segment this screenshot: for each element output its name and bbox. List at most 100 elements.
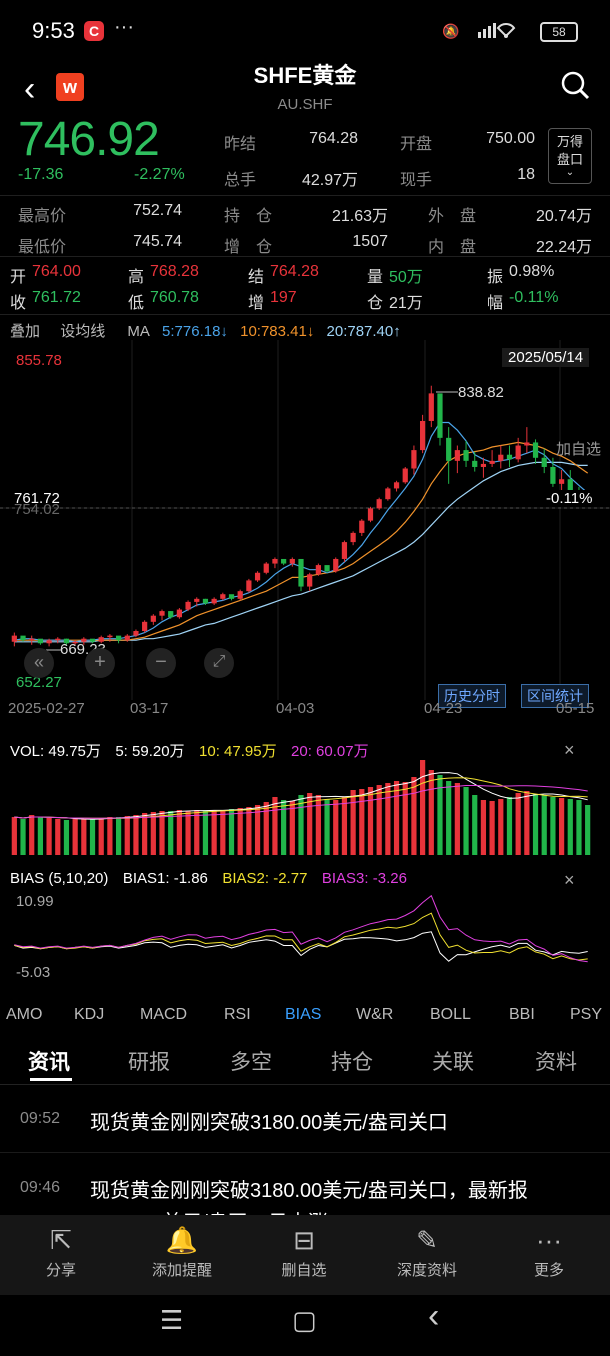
bias1-value: BIAS1: -1.86 [122,870,208,887]
candle-body [437,393,443,438]
ma-toolbar: 叠加 设均线 MA 5:776.18↓ 10:783.41↓ 20:787.40… [10,320,401,341]
ohlc-label: 增 [248,295,265,312]
candle-body [115,635,122,641]
volume-bar [558,798,565,855]
candle-body [411,450,417,469]
volume-bar [506,797,513,855]
bell-button[interactable]: 🔔 添加提醒 [132,1225,232,1280]
news-tab[interactable]: 关联 [432,1051,474,1074]
indicator-tab[interactable]: AMO [6,1006,43,1023]
candle-body [506,454,513,460]
news-tab[interactable]: 研报 [128,1051,170,1074]
menu-icon[interactable]: ☰ [160,1305,184,1335]
volume-bar [472,795,478,855]
volume-bar [159,811,165,855]
candle-body [124,635,130,641]
volume-bar [142,813,148,855]
x-label: 04-03 [276,700,315,717]
indicator-tab[interactable]: PSY [570,1006,603,1023]
volume-bar [324,799,330,855]
price-change: -17.36 [18,166,64,183]
news-headline[interactable]: 现货黄金刚刚突破3180.00美元/盎司关口 [90,1112,448,1134]
volume-bar [98,818,104,855]
volume-bar [341,797,348,855]
volume-bar [567,799,573,855]
candle-body [532,442,539,458]
back-button[interactable]: ‹ [24,70,36,108]
news-tab[interactable]: 资料 [535,1051,577,1074]
news-tab[interactable]: 资讯 [28,1051,70,1074]
overlay-button[interactable]: 叠加 [10,323,41,340]
ma20-value: 20:787.40↑ [326,323,401,340]
news-tab[interactable]: 持仓 [331,1051,373,1074]
ohlc-value: 764.28 [270,263,319,280]
add-watch-button[interactable]: 加自选 [556,441,602,458]
indicator-tab[interactable]: RSI [224,1006,251,1023]
system-nav-bar: ☰ ▢ ‹ [0,1295,610,1356]
candle-body [254,572,261,581]
indicator-tab[interactable]: KDJ [74,1006,105,1023]
more-button[interactable]: ··· 更多 [499,1225,599,1280]
stat-label: 内 盘 [428,239,477,256]
x-label: 04-23 [424,700,463,717]
interval-stats-button[interactable]: 区间统计 [521,684,589,708]
zoom-out-history-icon[interactable]: « [24,648,54,678]
indicator-tab[interactable]: BIAS [285,1006,322,1023]
stat-value: 20.74万 [535,208,592,225]
bias-line [14,931,588,962]
candle-body [37,638,44,644]
candle-body [341,542,348,559]
close-icon[interactable]: × [564,740,575,760]
candle-body [185,601,191,610]
volume-bar [72,819,78,855]
candle-body [515,445,521,460]
deep-data-button[interactable]: ✎ 深度资料 [377,1225,477,1280]
remove-watch-button[interactable]: ⊟ 删自选 [254,1225,354,1280]
indicator-tab[interactable]: BOLL [430,1006,471,1023]
page-subtitle: AU.SHF [277,96,333,113]
ohlc-label: 振 [487,269,504,286]
x-label: 2025-02-27 [8,700,85,717]
fullscreen-icon[interactable]: ⤢ [204,648,234,678]
volume-bar [524,791,530,855]
share-button[interactable]: ⇱ 分享 [11,1225,111,1280]
date-badge: 2025/05/14 [502,348,590,367]
candle-body [89,638,96,642]
indicator-tab[interactable]: BBI [509,1006,535,1023]
candle-body [333,558,339,572]
bias-line [14,912,588,961]
news-time: 09:46 [20,1179,61,1196]
ohlc-label: 幅 [487,295,504,312]
close-icon[interactable]: × [564,870,575,890]
volume-bar [532,794,539,855]
volume-bar [376,785,382,855]
indicator-tab[interactable]: W&R [356,1006,394,1023]
volume-bar [498,799,504,855]
zoom-in-icon[interactable]: + [85,648,115,678]
candle-body [359,520,365,533]
home-icon[interactable]: ▢ [292,1305,317,1335]
history-intraday-button[interactable]: 历史分时 [438,684,506,708]
total-vol-label: 总手 [224,172,257,189]
zoom-out-icon[interactable]: − [146,648,176,678]
vol-value: VOL: 49.75万 [10,743,101,760]
volume-bar [254,805,261,855]
x-label: 03-17 [130,700,169,717]
app-notification-icon: C [84,21,104,41]
divider [0,195,610,196]
search-icon[interactable] [560,70,590,100]
volume-bar [480,800,487,855]
ghost-price: 754.02 [14,501,60,518]
candle-body [133,631,139,636]
news-tabs: 资讯 研报 多空 持仓 关联 资料 [0,1040,610,1084]
candlestick-chart[interactable] [0,340,610,700]
back-nav-icon[interactable]: ‹ [428,1297,440,1335]
ohlc-label: 收 [10,295,27,312]
bias-min-label: -5.03 [16,964,51,981]
remove-watch-icon: ⊟ [293,1225,315,1255]
news-tab[interactable]: 多空 [230,1051,272,1074]
indicator-tab[interactable]: MACD [140,1006,188,1023]
candle-body [98,637,104,642]
depth-button[interactable]: 万得 盘口 ⌄ [548,128,592,184]
set-ma-button[interactable]: 设均线 [60,323,106,340]
